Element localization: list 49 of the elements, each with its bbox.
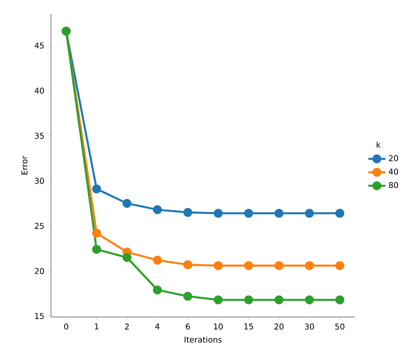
x-axis-title: Iterations [184,336,222,343]
legend-label: 80 [388,182,398,188]
point [122,252,132,262]
x-tick-label: 0 [64,324,68,330]
point [92,244,102,254]
y-tick-label: 25 [34,222,44,229]
point [152,285,162,294]
x-tick-label: 10 [214,324,223,330]
point [214,295,223,304]
point [244,261,254,270]
x-tick-label: 15 [244,324,253,330]
y-tick-label: 20 [34,268,44,274]
y-tick-label: 35 [34,132,44,139]
point [152,256,162,265]
y-tick-label: 15 [35,313,44,320]
legend-label: 20 [388,155,398,162]
point [304,295,314,304]
point [335,261,344,270]
point [274,261,284,270]
x-tick-label: 30 [304,324,314,330]
legend-title: k [376,142,381,148]
point [214,208,223,218]
point [335,295,344,304]
point [92,184,102,194]
x-tick-label: 1 [94,324,98,330]
point [214,261,223,270]
point [122,198,132,208]
point [274,208,284,218]
x-tick-label: 4 [155,324,160,330]
y-tick-label: 45 [34,42,44,49]
point [274,295,284,304]
point [183,292,192,301]
point [183,260,192,270]
point [183,208,192,217]
point [152,205,162,214]
y-axis-title: Error [21,156,28,174]
y-tick-label: 30 [34,178,44,184]
point [304,261,314,270]
point [92,228,102,238]
point [244,208,254,218]
x-tick-label: 20 [274,324,284,330]
x-tick-label: 6 [186,324,190,330]
legend-label: 40 [388,168,398,175]
point [304,208,314,218]
point [244,295,254,304]
point [335,208,344,218]
x-tick-label: 2 [125,324,129,330]
y-tick-label: 40 [34,88,44,94]
x-tick-label: 50 [335,324,344,330]
